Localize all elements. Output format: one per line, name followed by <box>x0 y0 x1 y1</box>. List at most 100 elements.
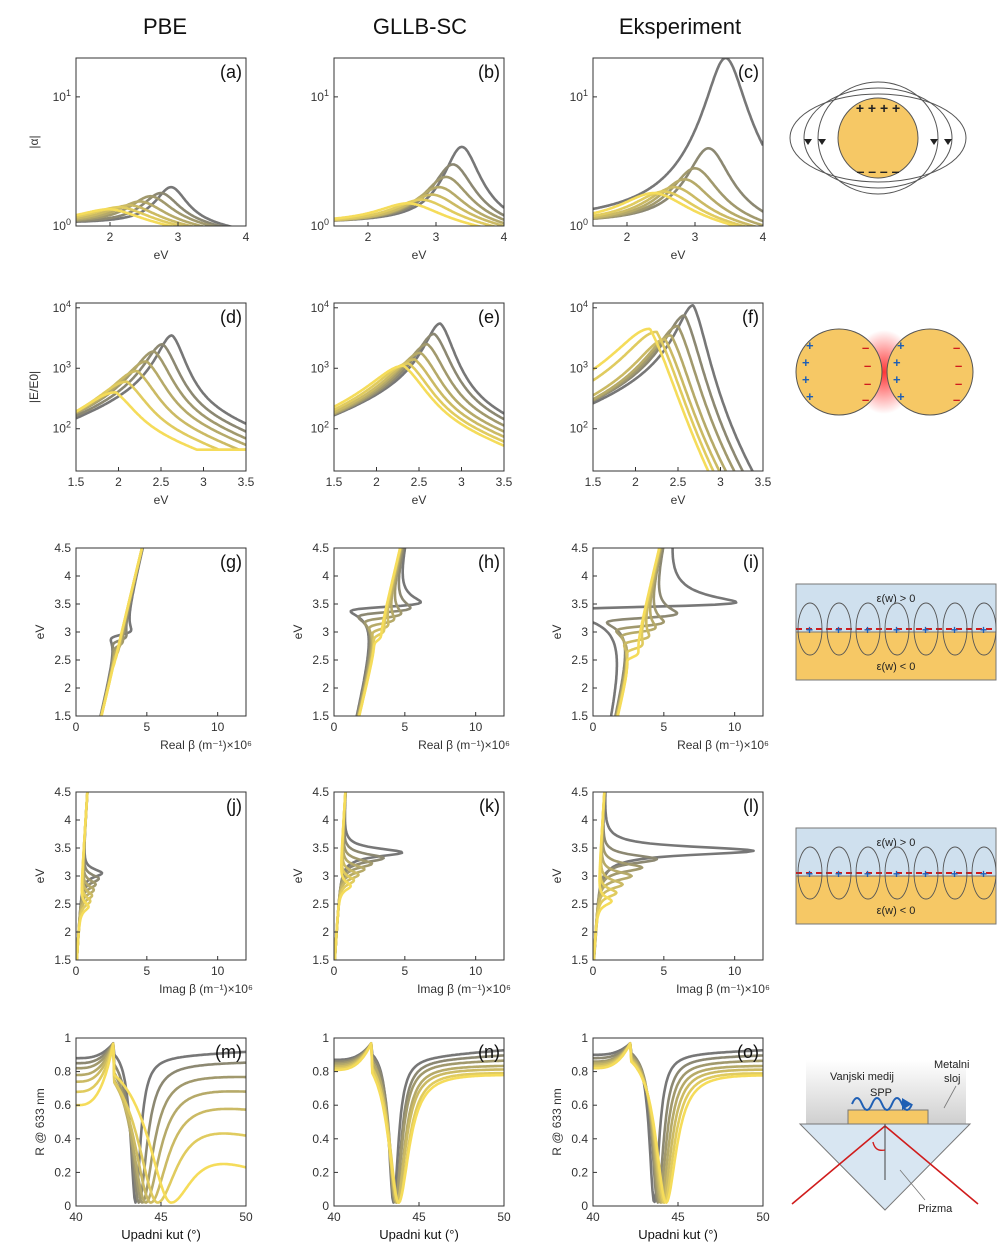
panel-label: (f) <box>742 307 759 327</box>
column-title-eksperiment: Eksperiment <box>619 14 741 39</box>
series-line <box>76 391 246 451</box>
series-line <box>334 145 504 222</box>
y-tick-label: 0 <box>64 1199 71 1213</box>
series-line <box>334 332 504 421</box>
x-tick-label: 5 <box>143 964 150 978</box>
x-axis-label: eV <box>412 493 427 507</box>
y-tick-label: 102 <box>53 420 71 436</box>
y-axis-label: |E/E0| <box>27 371 41 403</box>
series-line <box>593 58 763 211</box>
series-line <box>76 380 246 451</box>
y-tick-label: 4.5 <box>54 785 71 799</box>
series-line <box>76 1042 246 1204</box>
svg-text:+: + <box>951 623 958 637</box>
eps-positive-label: ε(w) > 0 <box>877 837 916 849</box>
svg-text:+: + <box>893 355 901 370</box>
x-axis-label: Real β (m⁻¹)×10⁶ <box>418 738 510 752</box>
y-tick-label: 3.5 <box>312 597 329 611</box>
x-tick-label: 1.5 <box>326 475 343 489</box>
x-tick-label: 40 <box>69 1210 83 1224</box>
series-line <box>593 334 728 471</box>
y-tick-label: 3.5 <box>54 597 71 611</box>
x-tick-label: 10 <box>728 720 742 734</box>
x-tick-label: 3 <box>458 475 465 489</box>
svg-text:–: – <box>862 340 869 355</box>
x-tick-label: 3 <box>717 475 724 489</box>
series-line <box>334 1042 504 1204</box>
x-axis-label: Imag β (m⁻¹)×10⁶ <box>159 982 253 996</box>
x-tick-label: 10 <box>728 964 742 978</box>
series-line <box>76 1042 246 1204</box>
svg-text:+: + <box>980 623 987 637</box>
y-tick-label: 2.5 <box>312 653 329 667</box>
x-tick-label: 10 <box>469 720 483 734</box>
svg-text:+: + <box>806 623 813 637</box>
x-tick-label: 50 <box>239 1210 253 1224</box>
diagram-dipole: + + + + – – – – <box>789 81 967 195</box>
x-tick-label: 2.5 <box>670 475 687 489</box>
axes-frame <box>592 791 764 961</box>
y-tick-label: 103 <box>311 359 329 375</box>
x-tick-label: 5 <box>143 720 150 734</box>
y-tick-label: 2.5 <box>54 653 71 667</box>
series-line <box>593 314 745 471</box>
x-tick-label: 2 <box>115 475 122 489</box>
x-axis-label: eV <box>671 493 686 507</box>
y-tick-label: 1 <box>581 1031 588 1045</box>
axes-frame <box>75 547 247 717</box>
chart-panel: 0 5 10 1.5 2 2.5 3 3.5 4 4.5 (g) Real β (m⁻¹)×10⁶ eV <box>33 541 252 752</box>
svg-text:–: – <box>953 392 960 407</box>
y-tick-label: 0.8 <box>571 1065 588 1079</box>
y-tick-label: 104 <box>53 299 71 315</box>
chart-panel: 1.5 2 2.5 3 3.5 102 103 104 (d) eV |E/E0| <box>27 299 255 507</box>
series-line <box>76 792 100 960</box>
x-axis-label: eV <box>412 248 427 262</box>
series-line <box>334 358 504 438</box>
series-line <box>593 1042 763 1204</box>
chart-panel: 40 45 50 0 0.2 0.4 0.6 0.8 1 (n) Upadni kut (°) <box>312 1031 511 1242</box>
y-tick-label: 3 <box>581 625 588 639</box>
svg-text:+: + <box>893 867 900 881</box>
svg-text:–: – <box>864 376 871 391</box>
y-tick-label: 2 <box>322 681 329 695</box>
y-tick-label: 4 <box>322 813 329 827</box>
panel-label: (k) <box>479 796 500 816</box>
y-tick-label: 1.5 <box>312 953 329 967</box>
y-tick-label: 0.2 <box>312 1165 329 1179</box>
series-line <box>76 1042 246 1204</box>
svg-text:+: + <box>897 338 905 353</box>
svg-text:+: + <box>922 867 929 881</box>
x-tick-label: 2 <box>365 230 372 244</box>
y-tick-label: 3.5 <box>571 597 588 611</box>
chart-panel: 40 45 50 0 0.2 0.4 0.6 0.8 1 (m) Upadni kut (°) R @… <box>33 1031 253 1242</box>
x-tick-label: 3 <box>175 230 182 244</box>
y-tick-label: 2.5 <box>571 897 588 911</box>
x-tick-label: 0 <box>590 720 597 734</box>
svg-text:+: + <box>893 623 900 637</box>
x-tick-label: 5 <box>660 964 667 978</box>
series-line <box>334 202 484 226</box>
svg-text:+: + <box>806 867 813 881</box>
spp-label: SPP <box>870 1087 892 1099</box>
y-tick-label: 4 <box>322 569 329 583</box>
panel-label: (o) <box>737 1042 759 1062</box>
diagram-spp-interface-1: ε(w) > 0 ε(w) < 0 + + + + + + + <box>795 583 997 681</box>
y-tick-label: 103 <box>53 359 71 375</box>
x-tick-label: 5 <box>401 720 408 734</box>
series-line <box>593 190 749 226</box>
series-line <box>76 1042 246 1204</box>
svg-text:+: + <box>802 372 810 387</box>
y-tick-label: 2.5 <box>54 897 71 911</box>
eps-negative-label: ε(w) < 0 <box>877 661 916 673</box>
series-line <box>76 342 246 433</box>
x-axis-label: Imag β (m⁻¹)×10⁶ <box>417 982 511 996</box>
x-tick-label: 1.5 <box>68 475 85 489</box>
x-tick-label: 45 <box>412 1210 426 1224</box>
y-tick-label: 4.5 <box>54 541 71 555</box>
x-tick-label: 0 <box>331 964 338 978</box>
series-line <box>76 185 234 226</box>
y-tick-label: 0 <box>581 1199 588 1213</box>
y-tick-label: 0.6 <box>54 1098 71 1112</box>
x-tick-label: 3 <box>200 475 207 489</box>
